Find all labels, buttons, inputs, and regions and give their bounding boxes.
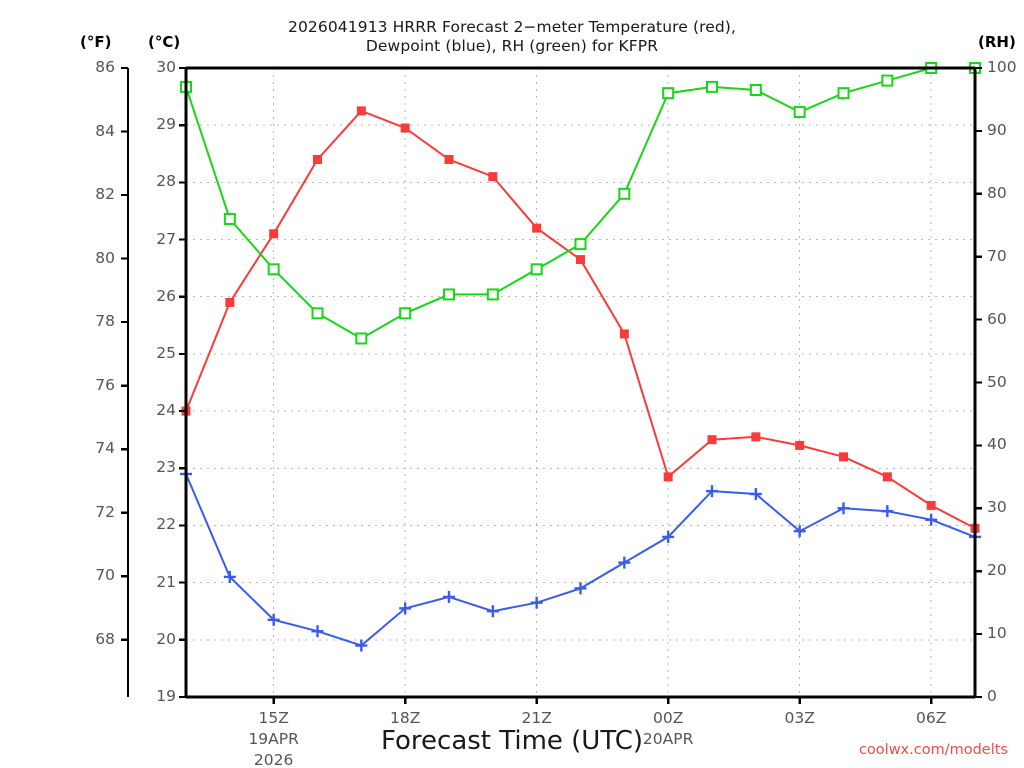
x-tick-label: 06Z: [915, 709, 947, 727]
y-tick-rh: 30: [987, 498, 1007, 517]
x-tick-label: 00Z: [652, 709, 684, 727]
x-tick-label: 21Z: [521, 709, 552, 727]
y-tick-fahrenheit: 70: [95, 566, 115, 585]
y-tick-celsius: 28: [156, 172, 176, 191]
axis-frame: [184, 66, 977, 699]
y-tick-celsius: 22: [156, 515, 176, 534]
y-tick-fahrenheit: 84: [95, 121, 115, 140]
y-tick-celsius: 21: [156, 572, 176, 591]
y-tick-fahrenheit: 78: [95, 312, 115, 331]
x-tick-label: 18Z: [389, 709, 421, 727]
series-temperature: [181, 106, 980, 533]
y-tick-celsius: 26: [156, 286, 176, 305]
y-tick-rh: 50: [987, 372, 1007, 391]
chart-title-line1: 2026041913 HRRR Forecast 2−meter Tempera…: [288, 18, 736, 36]
y-tick-celsius: 27: [156, 229, 176, 248]
axis-unit-celsius: (°C): [148, 33, 181, 51]
y-tick-rh: 40: [987, 435, 1007, 454]
y-tick-celsius: 19: [156, 687, 176, 705]
y-tick-fahrenheit: 72: [95, 502, 115, 521]
y-tick-fahrenheit: 76: [95, 375, 115, 394]
x-tick-label: 03Z: [784, 709, 815, 727]
series-dewpoint: [180, 467, 981, 652]
credit-watermark: coolwx.com/modelts: [858, 742, 1008, 758]
y-tick-celsius: 24: [156, 401, 176, 420]
y-tick-celsius: 23: [156, 458, 176, 477]
x-date-label: 19APR: [248, 730, 299, 748]
series-rh: [180, 62, 981, 345]
y-tick-fahrenheit: 80: [95, 248, 115, 267]
y-tick-rh: 100: [987, 58, 1017, 76]
x-tick-label: 15Z: [258, 709, 289, 727]
y-tick-celsius: 29: [156, 115, 176, 134]
chart-title: 2026041913 HRRR Forecast 2−meter Tempera…: [0, 18, 1024, 56]
chart-title-line2: Dewpoint (blue), RH (green) for KFPR: [365, 37, 659, 55]
y-tick-rh: 60: [987, 309, 1007, 328]
y-tick-celsius: 20: [156, 629, 176, 648]
y-tick-celsius: 25: [156, 343, 176, 362]
x-axis-label: Forecast Time (UTC): [380, 726, 643, 756]
y-tick-rh: 70: [987, 246, 1007, 265]
x-date-label: 20APR: [642, 730, 694, 748]
y-tick-fahrenheit: 86: [95, 58, 115, 76]
axis-unit-fahrenheit: (°F): [80, 33, 112, 51]
y-tick-fahrenheit: 82: [95, 185, 115, 204]
y-tick-rh: 80: [987, 183, 1007, 202]
y-tick-fahrenheit: 74: [95, 439, 115, 458]
y-tick-rh: 0: [987, 687, 997, 705]
y-tick-rh: 20: [987, 561, 1007, 580]
y-tick-celsius: 30: [156, 58, 176, 76]
x-year-label: 2026: [253, 751, 294, 768]
y-tick-rh: 10: [987, 624, 1007, 643]
axis-unit-rh: (RH): [978, 33, 1016, 51]
y-tick-rh: 90: [987, 120, 1007, 139]
y-tick-fahrenheit: 68: [95, 629, 115, 648]
